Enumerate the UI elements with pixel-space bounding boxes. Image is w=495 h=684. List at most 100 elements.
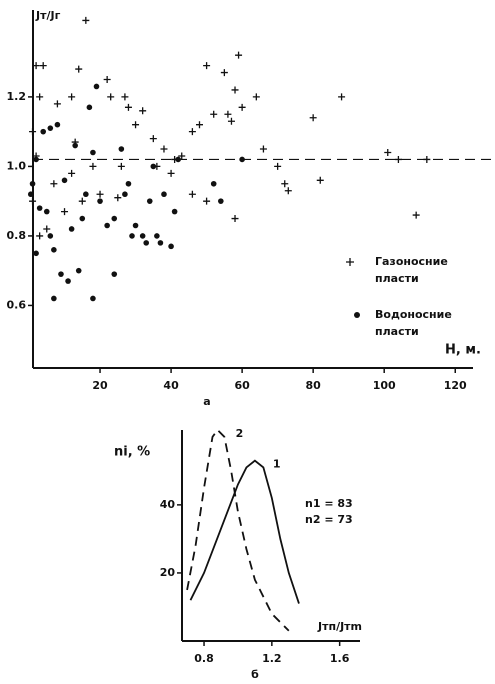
- plus-point: [124, 103, 132, 111]
- dot-point: [47, 233, 54, 239]
- plus-point: [139, 107, 147, 115]
- dot-point: [168, 243, 174, 250]
- annotation: n1 = 83: [305, 497, 353, 510]
- plus-point: [188, 190, 196, 198]
- plus-point: [227, 117, 235, 125]
- plus-point: [36, 93, 44, 101]
- dot-point: [90, 295, 96, 302]
- plus-point: [53, 100, 61, 108]
- plus-point: [160, 145, 168, 153]
- plus-point: [203, 197, 211, 205]
- plus-point: [384, 149, 392, 157]
- dot-point: [27, 191, 34, 198]
- x-axis-label: H, м.: [445, 343, 481, 358]
- dot-point: [146, 198, 153, 204]
- dot-point: [175, 156, 181, 163]
- plus-point: [412, 211, 420, 219]
- plus-point: [149, 135, 157, 143]
- plus-point: [32, 62, 40, 70]
- plus-point: [29, 128, 37, 136]
- plus-point: [96, 190, 104, 198]
- curve: [189, 459, 300, 604]
- dot-point: [139, 233, 146, 239]
- curve-label: 1: [273, 458, 281, 471]
- dot-point: [161, 191, 167, 198]
- dot-point: [129, 233, 135, 239]
- dot-point: [143, 240, 150, 246]
- plus-point: [68, 93, 76, 101]
- dot-point: [54, 121, 61, 128]
- x-tick-label: 20: [92, 379, 108, 392]
- dot-point: [72, 142, 78, 149]
- legend-marker: [354, 312, 360, 318]
- dot-point: [132, 222, 139, 229]
- dot-point: [122, 191, 128, 198]
- plus-point: [82, 16, 90, 24]
- dot-point: [125, 180, 132, 187]
- dot-point: [171, 208, 178, 215]
- plus-point: [78, 197, 86, 205]
- dot-point: [47, 125, 54, 131]
- plus-point: [29, 197, 37, 205]
- dot-point: [118, 146, 125, 152]
- plus-point: [224, 110, 232, 118]
- dot-point: [104, 222, 110, 229]
- plus-point: [188, 128, 196, 136]
- y-tick-label: 0.6: [7, 298, 27, 311]
- dot-point: [43, 208, 50, 215]
- plus-point: [394, 155, 402, 163]
- dot-point: [75, 267, 82, 274]
- plus-point: [50, 180, 58, 188]
- plus-point: [89, 162, 97, 170]
- plus-point: [259, 145, 267, 153]
- y-tick-label: 0.8: [7, 229, 27, 242]
- dot-point: [51, 247, 57, 253]
- plus-point: [210, 110, 218, 118]
- dot-point: [68, 226, 75, 232]
- x-tick-label: 100: [373, 379, 396, 392]
- dot-point: [79, 215, 86, 222]
- plus-point: [281, 180, 289, 188]
- caption: а: [203, 395, 210, 408]
- x-axis-label: Jтп/Jтm: [317, 620, 362, 633]
- plus-point: [203, 62, 211, 70]
- x-tick-label: 1.6: [330, 652, 350, 665]
- dot-point: [218, 198, 224, 204]
- dot-point: [58, 271, 64, 277]
- plus-point: [316, 176, 324, 184]
- dot-point: [51, 295, 57, 302]
- plus-point: [195, 121, 203, 129]
- dot-point: [239, 156, 245, 163]
- plus-point: [252, 93, 260, 101]
- y-tick-label: 1.2: [7, 90, 27, 103]
- dot-point: [86, 104, 93, 111]
- dot-point: [97, 198, 103, 204]
- caption: б: [251, 668, 259, 681]
- plus-point: [423, 155, 431, 163]
- x-tick-label: 40: [163, 379, 179, 392]
- dot-point: [111, 271, 118, 277]
- plus-point: [178, 152, 186, 160]
- y-axis-label: Jт/Jг: [35, 9, 61, 22]
- legend-label: Водоносние пласти: [375, 308, 452, 338]
- legend-marker: [346, 258, 354, 266]
- dot-point: [33, 250, 39, 257]
- plus-point: [238, 103, 246, 111]
- dot-point: [83, 191, 89, 198]
- plus-point: [68, 169, 76, 177]
- plus-point: [121, 93, 129, 101]
- dot-point: [40, 128, 47, 135]
- plus-point: [114, 194, 122, 202]
- x-tick-label: 80: [306, 379, 322, 392]
- plus-point: [338, 93, 346, 101]
- dot-point: [154, 233, 160, 239]
- x-tick-label: 0.8: [194, 652, 214, 665]
- plus-point: [231, 86, 239, 94]
- dot-point: [157, 240, 164, 246]
- plus-point: [235, 51, 243, 59]
- dot-point: [93, 83, 100, 90]
- curve-label: 2: [236, 427, 244, 440]
- plus-point: [103, 76, 111, 84]
